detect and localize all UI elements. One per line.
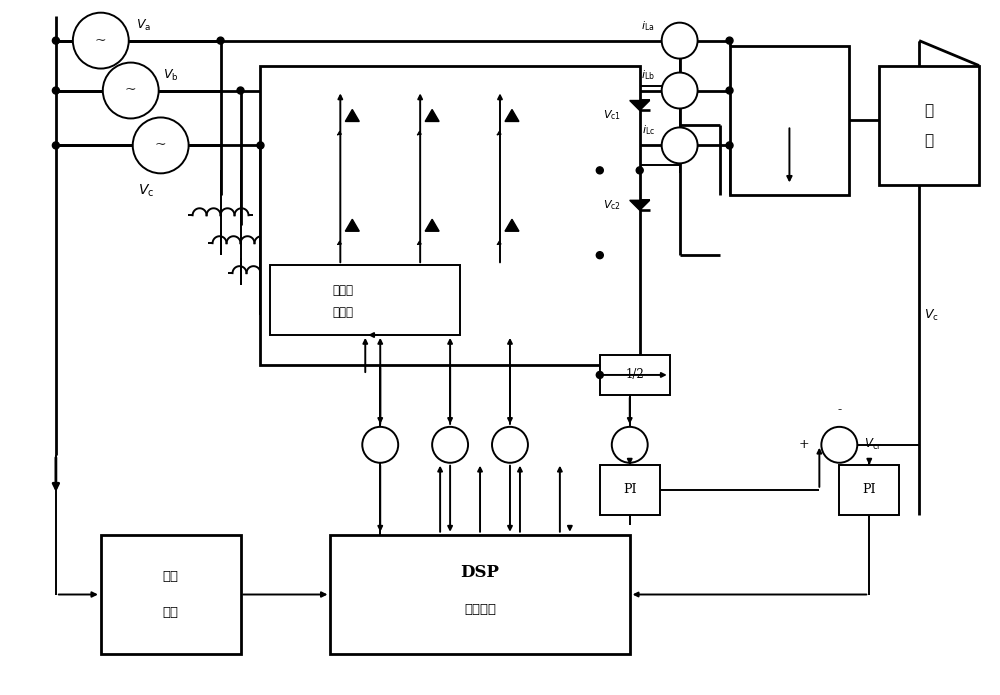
Circle shape — [726, 37, 733, 44]
Text: ~: ~ — [125, 83, 137, 97]
Text: PI: PI — [863, 483, 876, 496]
Circle shape — [662, 127, 698, 163]
Circle shape — [596, 371, 603, 379]
Circle shape — [596, 252, 603, 259]
Circle shape — [237, 87, 244, 94]
Text: $V_{\rm b}$: $V_{\rm b}$ — [163, 68, 178, 83]
Bar — [879, 65, 979, 186]
Circle shape — [821, 427, 857, 463]
Text: 负: 负 — [925, 103, 934, 118]
Circle shape — [73, 13, 129, 69]
Circle shape — [257, 142, 264, 149]
Circle shape — [217, 37, 224, 44]
Polygon shape — [505, 110, 519, 122]
Circle shape — [52, 37, 59, 44]
Circle shape — [103, 63, 159, 118]
Polygon shape — [345, 110, 359, 122]
Text: -: - — [837, 403, 841, 416]
Text: $V_{\rm cr}$: $V_{\rm cr}$ — [864, 437, 882, 452]
Text: +: + — [799, 439, 810, 451]
Polygon shape — [505, 219, 519, 231]
Text: $V_{\rm a}$: $V_{\rm a}$ — [136, 18, 151, 33]
Circle shape — [726, 87, 733, 94]
Bar — [270, 265, 460, 335]
Text: 1/2: 1/2 — [625, 368, 644, 382]
Text: DSP: DSP — [461, 564, 499, 581]
Circle shape — [492, 427, 528, 463]
Circle shape — [612, 427, 648, 463]
Bar — [600, 465, 660, 515]
Bar — [260, 65, 640, 365]
Bar — [101, 534, 241, 655]
Text: 载: 载 — [925, 133, 934, 148]
Circle shape — [636, 167, 643, 174]
Text: 检测: 检测 — [163, 606, 179, 619]
Circle shape — [52, 142, 59, 149]
Polygon shape — [630, 101, 650, 111]
Text: $i_{\rm Lc}$: $i_{\rm Lc}$ — [642, 124, 655, 138]
Text: $V_{\rm c2}$: $V_{\rm c2}$ — [603, 198, 621, 212]
Circle shape — [52, 87, 59, 94]
Bar — [330, 534, 630, 655]
Text: $V_{\rm c}$: $V_{\rm c}$ — [924, 307, 939, 322]
Text: 控制部分: 控制部分 — [464, 603, 496, 616]
Polygon shape — [425, 110, 439, 122]
Text: $i_{\rm Lb}$: $i_{\rm Lb}$ — [641, 69, 655, 83]
Bar — [839, 465, 899, 515]
Text: 门极驱: 门极驱 — [332, 284, 353, 297]
Circle shape — [362, 427, 398, 463]
Text: ~: ~ — [95, 33, 107, 48]
Text: $V_{\rm c}$: $V_{\rm c}$ — [138, 182, 154, 199]
Circle shape — [596, 167, 603, 174]
Circle shape — [662, 72, 698, 108]
Polygon shape — [425, 219, 439, 231]
Bar — [730, 46, 849, 195]
Text: ~: ~ — [155, 138, 166, 152]
Polygon shape — [345, 219, 359, 231]
Text: $i_{\rm La}$: $i_{\rm La}$ — [641, 19, 655, 33]
Circle shape — [432, 427, 468, 463]
Text: PI: PI — [623, 483, 636, 496]
Text: 动脉冲: 动脉冲 — [332, 306, 353, 318]
Circle shape — [726, 142, 733, 149]
Circle shape — [133, 117, 189, 173]
Text: $V_{\rm c1}$: $V_{\rm c1}$ — [603, 108, 621, 122]
Text: 过零: 过零 — [163, 570, 179, 583]
Polygon shape — [630, 200, 650, 211]
Bar — [600, 355, 670, 395]
Circle shape — [662, 23, 698, 58]
